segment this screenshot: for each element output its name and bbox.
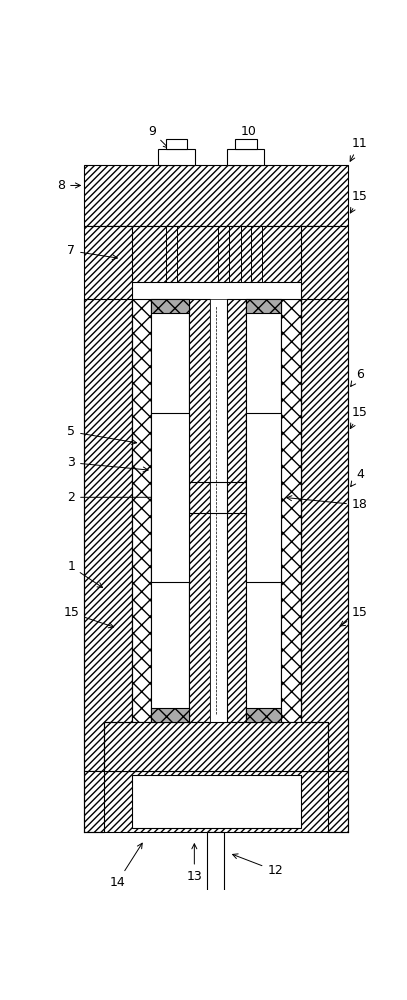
Text: 9: 9 bbox=[148, 125, 168, 148]
Bar bbox=[301, 226, 348, 771]
Bar bbox=[151, 413, 189, 582]
Text: 15: 15 bbox=[350, 406, 368, 429]
Text: 14: 14 bbox=[109, 843, 142, 889]
Bar bbox=[151, 299, 189, 312]
Bar bbox=[199, 898, 234, 921]
Bar bbox=[151, 708, 189, 722]
Bar bbox=[246, 413, 281, 582]
Bar bbox=[208, 832, 224, 894]
Bar bbox=[281, 299, 301, 722]
Bar bbox=[84, 226, 132, 771]
Text: 15: 15 bbox=[340, 606, 368, 626]
Text: 10: 10 bbox=[240, 125, 256, 147]
Bar bbox=[158, 149, 195, 165]
Text: 15: 15 bbox=[63, 606, 114, 628]
Text: 11: 11 bbox=[350, 137, 368, 161]
Text: 1: 1 bbox=[67, 560, 103, 588]
Text: 12: 12 bbox=[233, 854, 283, 877]
Bar bbox=[228, 149, 265, 165]
Bar bbox=[104, 722, 328, 771]
Text: 7: 7 bbox=[67, 244, 117, 260]
Text: 8: 8 bbox=[57, 179, 80, 192]
Bar bbox=[166, 139, 187, 149]
Bar bbox=[235, 139, 257, 149]
Text: 2: 2 bbox=[67, 491, 167, 504]
Bar bbox=[189, 299, 210, 722]
Text: 15: 15 bbox=[350, 190, 368, 213]
Bar bbox=[151, 299, 189, 722]
Text: 5: 5 bbox=[67, 425, 137, 444]
Bar bbox=[132, 774, 301, 828]
Bar bbox=[132, 299, 151, 722]
Text: 4: 4 bbox=[351, 468, 364, 487]
Bar bbox=[246, 708, 281, 722]
Bar bbox=[246, 299, 281, 312]
Bar bbox=[84, 165, 348, 226]
Text: 18: 18 bbox=[287, 496, 368, 512]
Text: 6: 6 bbox=[351, 368, 364, 386]
Bar bbox=[246, 299, 281, 722]
Text: 13: 13 bbox=[186, 844, 202, 883]
Bar bbox=[228, 299, 246, 722]
Bar bbox=[84, 771, 348, 832]
Bar bbox=[204, 918, 228, 932]
Bar bbox=[104, 226, 328, 282]
Text: 3: 3 bbox=[67, 456, 148, 472]
Bar bbox=[210, 299, 228, 722]
